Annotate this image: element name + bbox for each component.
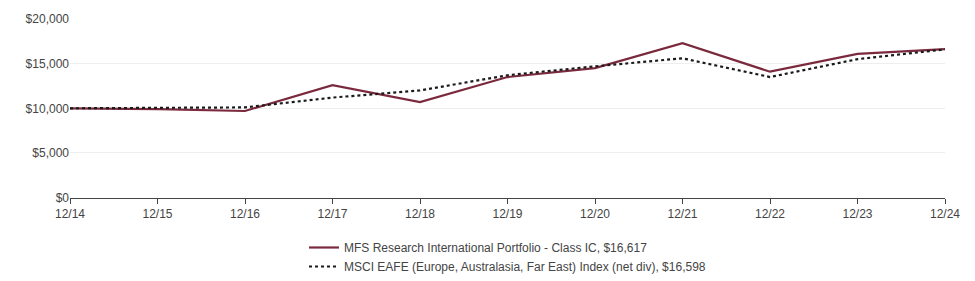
svg-text:12/22: 12/22 xyxy=(755,207,785,221)
svg-text:12/18: 12/18 xyxy=(405,207,435,221)
svg-text:12/20: 12/20 xyxy=(580,207,610,221)
svg-text:12/16: 12/16 xyxy=(230,207,260,221)
svg-text:12/24: 12/24 xyxy=(930,207,960,221)
svg-text:$5,000: $5,000 xyxy=(32,146,69,160)
svg-text:12/19: 12/19 xyxy=(492,207,522,221)
svg-text:MFS Research International Por: MFS Research International Portfolio - C… xyxy=(344,241,647,255)
svg-text:$10,000: $10,000 xyxy=(26,102,70,116)
svg-text:12/15: 12/15 xyxy=(142,207,172,221)
svg-text:12/14: 12/14 xyxy=(55,207,85,221)
svg-text:$0: $0 xyxy=(56,191,70,205)
svg-text:12/23: 12/23 xyxy=(842,207,872,221)
svg-text:12/17: 12/17 xyxy=(317,207,347,221)
svg-text:MSCI EAFE (Europe, Australasia: MSCI EAFE (Europe, Australasia, Far East… xyxy=(344,260,706,274)
svg-text:$15,000: $15,000 xyxy=(26,57,70,71)
svg-text:12/21: 12/21 xyxy=(667,207,697,221)
svg-text:$20,000: $20,000 xyxy=(26,12,70,26)
